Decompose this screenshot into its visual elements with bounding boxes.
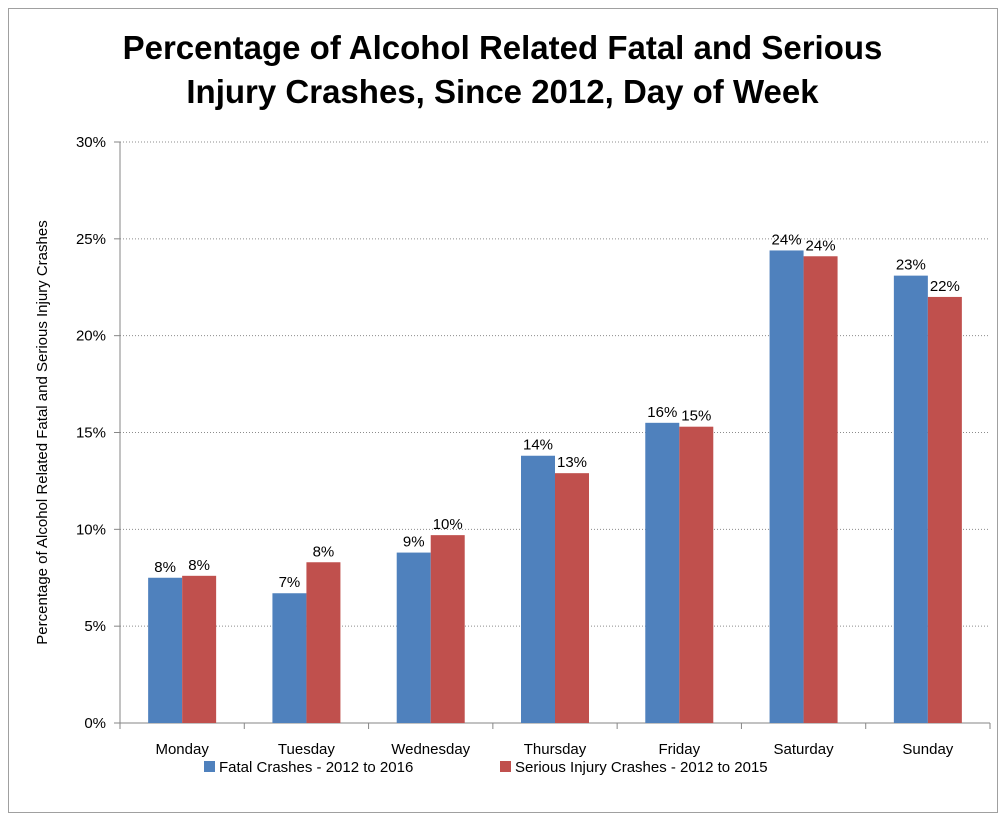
y-tick-label: 0% [84,715,106,732]
data-label: 16% [647,404,677,421]
x-tick-label: Thursday [524,741,587,758]
bar-serious [182,575,217,723]
y-tick-label: 25% [76,231,106,248]
y-tick-label: 15% [76,425,106,442]
y-tick-label: 30% [76,134,106,151]
data-label: 23% [896,257,926,274]
chart-title: Percentage of Alcohol Related Fatal and … [0,26,1005,114]
legend-label-fatal: Fatal Crashes - 2012 to 2016 [219,759,413,776]
data-label: 13% [557,454,587,471]
bar-fatal [396,552,431,723]
y-axis-title: Percentage of Alcohol Related Fatal and … [34,220,51,644]
legend: Fatal Crashes - 2012 to 2016 Serious Inju… [204,759,768,776]
y-tick-label: 5% [84,618,106,635]
x-tick-label: Monday [155,741,209,758]
data-label: 22% [930,278,960,295]
x-tick-label: Tuesday [278,741,335,758]
bar-fatal [645,422,680,723]
bar-serious [430,535,465,723]
bar-serious [555,473,589,723]
y-tick-label: 10% [76,521,106,538]
data-label: 7% [279,574,301,591]
bar-fatal [272,593,307,723]
data-label: 8% [154,559,176,576]
bar-fatal [893,275,928,723]
data-label: 8% [188,557,210,574]
data-label: 15% [681,408,711,425]
data-label: 14% [523,437,553,454]
bar-serious [306,562,341,723]
y-tick-label: 20% [76,328,106,345]
bar-serious [679,426,714,723]
x-tick-label: Sunday [902,741,953,758]
data-label: 10% [433,516,463,533]
bar-fatal [769,250,804,723]
data-label: 24% [806,237,836,254]
chart-title-line-2: Injury Crashes, Since 2012, Day of Week [186,73,819,110]
x-tick-label: Saturday [774,741,835,758]
bar-serious [927,296,962,723]
x-tick-label: Friday [658,741,700,758]
x-tick-label: Wednesday [391,741,470,758]
axes: 0% 5% 10% 15% 20% 25% 30% Monday Tuesday Wednesda… [76,134,991,758]
bars [148,250,962,723]
bar-serious [803,256,838,723]
data-label: 9% [403,534,425,551]
legend-swatch-fatal [204,761,215,772]
bar-fatal [521,455,555,723]
legend-label-serious: Serious Injury Crashes - 2012 to 2015 [515,759,768,776]
data-label: 8% [313,543,335,560]
data-label: 24% [772,231,802,248]
bar-fatal [148,577,183,723]
chart-title-line-1: Percentage of Alcohol Related Fatal and … [122,29,883,66]
data-labels: 8% 7% 9% 14% 16% 24% 23% 8% 8% 10% 13% 15% 24% 22% [154,231,960,591]
legend-swatch-serious [500,761,511,772]
